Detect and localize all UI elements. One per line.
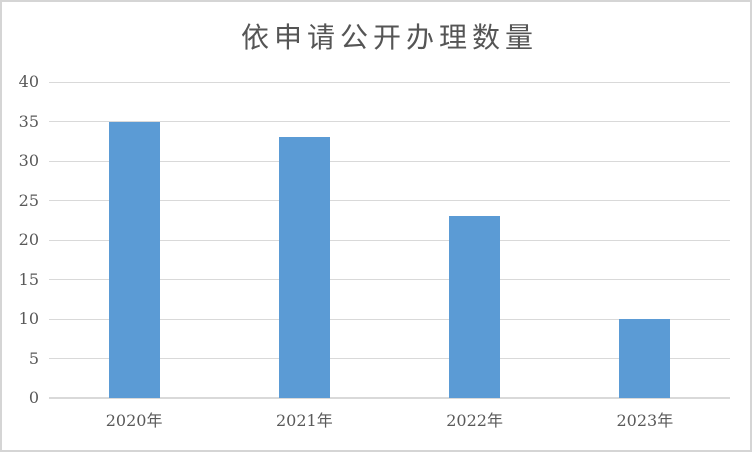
plot-area [49,81,730,399]
bar-2022年 [449,216,501,398]
gridline-5 [49,358,730,359]
gridline-20 [49,239,730,241]
y-tick-label-20: 20 [18,230,39,249]
y-tick-label-40: 40 [18,72,39,91]
bar-2021年 [278,137,330,398]
gridline-40 [49,81,730,83]
y-tick-label-35: 35 [18,111,39,131]
chart-title: 依申请公开办理数量 [240,21,538,54]
x-axis-line [49,397,730,399]
gridline-10 [49,318,730,320]
bar-2020年 [108,121,160,398]
y-tick-label-25: 25 [18,190,39,210]
gridline-15 [49,279,730,280]
gridline-25 [49,200,730,201]
y-tick-label-0: 0 [28,388,39,407]
y-tick-label-30: 30 [18,151,39,170]
gridline-30 [49,160,730,162]
x-tick-label-2020年: 2020年 [105,411,163,430]
x-tick-label-2023年: 2023年 [616,411,674,430]
y-tick-label-10: 10 [18,309,39,328]
y-tick-label-15: 15 [18,269,39,289]
x-tick-label-2022年: 2022年 [446,411,503,430]
bar-2023年 [619,319,671,398]
x-tick-label-2021年: 2021年 [276,411,333,430]
gridline-35 [49,121,730,122]
y-tick-label-5: 5 [28,348,39,368]
